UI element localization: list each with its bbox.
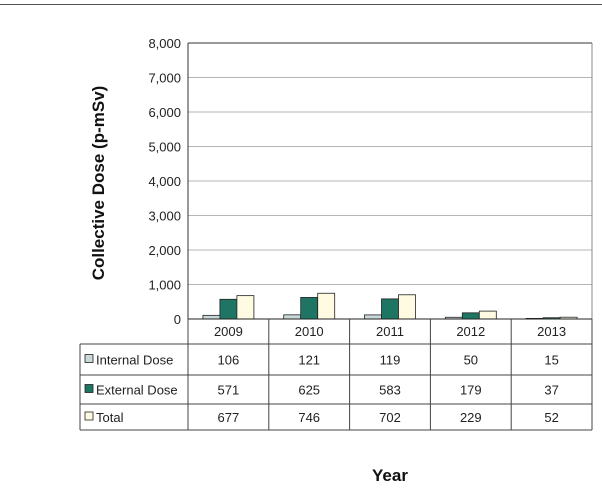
table-row-label: External Dose	[96, 383, 178, 398]
y-axis-tick-labels: 0 1,000 2,000 3,000 4,000 5,000 6,000 7,000 8,00…	[148, 36, 181, 327]
data-label: 179	[460, 383, 482, 398]
x-tick-label: 2009	[214, 324, 243, 339]
data-label: 50	[464, 353, 478, 368]
data-label: 702	[379, 410, 401, 425]
data-label: 52	[544, 410, 558, 425]
data-label: 106	[218, 353, 240, 368]
y-tick-label: 8,000	[148, 36, 181, 51]
y-tick-label: 6,000	[148, 105, 181, 120]
legend-key-total	[84, 411, 94, 421]
table-row-label: Internal Dose	[96, 353, 173, 368]
bar-internal-dose-2010	[283, 314, 302, 320]
y-tick-label: 1,000	[148, 278, 181, 293]
y-tick-label: 3,000	[148, 209, 181, 224]
x-tick-label: 2013	[537, 324, 566, 339]
table-row-label: Total	[96, 410, 124, 425]
x-axis-title: Year	[372, 466, 408, 485]
bar-total-2009	[236, 295, 255, 320]
y-axis-title: Collective Dose (p-mSv)	[89, 86, 108, 281]
x-tick-label: 2012	[456, 324, 485, 339]
y-tick-label: 4,000	[148, 174, 181, 189]
frame-top-border	[0, 4, 602, 5]
data-table: 2009 2010 2011 2012 2013 Internal Dose 106 121 1…	[79, 318, 593, 431]
data-label: 571	[218, 383, 240, 398]
bar-external-dose-2011	[381, 298, 399, 320]
x-tick-label: 2011	[376, 324, 404, 339]
bar-external-dose-2012	[461, 312, 480, 320]
x-tick-label: 2010	[295, 324, 324, 339]
bars	[202, 292, 578, 320]
bar-total-2012	[478, 310, 497, 320]
bar-internal-dose-2009	[202, 314, 221, 320]
data-label: 625	[298, 383, 320, 398]
data-label: 15	[544, 353, 558, 368]
bar-external-dose-2010	[300, 297, 319, 320]
data-label: 37	[544, 383, 558, 398]
data-label: 746	[298, 410, 320, 425]
legend-key-external-dose	[84, 384, 94, 393]
bar-internal-dose-2011	[364, 314, 382, 320]
y-tick-label: 5,000	[148, 140, 181, 155]
data-label: 583	[379, 383, 401, 398]
y-tick-label: 0	[174, 312, 181, 327]
data-label: 119	[380, 353, 401, 368]
bar-total-2010	[317, 292, 336, 320]
data-label: 677	[218, 410, 240, 425]
data-label: 229	[460, 410, 482, 425]
gridlines	[187, 42, 593, 319]
data-label: 121	[298, 353, 320, 368]
bar-external-dose-2009	[219, 298, 238, 320]
legend-key-internal-dose	[84, 354, 94, 363]
y-tick-label: 2,000	[148, 243, 181, 258]
bar-total-2011	[398, 294, 416, 320]
y-tick-label: 7,000	[148, 71, 181, 86]
